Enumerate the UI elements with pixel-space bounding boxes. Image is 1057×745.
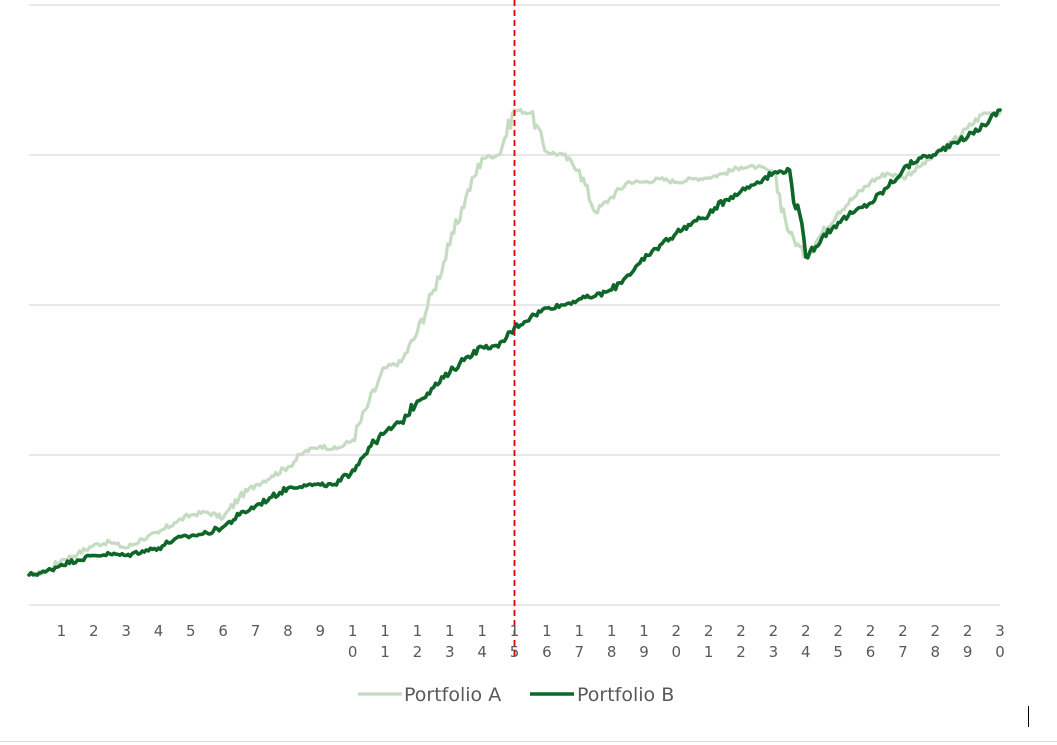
x-tick-label: 6 (218, 622, 228, 640)
x-tick-label: 9 (316, 622, 326, 640)
x-tick-label: 7 (251, 622, 261, 640)
series-line-portfolio-b (27, 108, 1002, 577)
x-tick-label: 5 (186, 622, 196, 640)
x-tick-label: 3 (121, 622, 131, 640)
x-axis-tick-labels: 1 2 3 4 5 6 7 8 9 1 01 11 21 31 41 51 61 71 81 92 02 12 22 32 42… (57, 622, 1005, 661)
x-tick-label: 1 (57, 622, 67, 640)
legend-label: Portfolio A (404, 684, 501, 706)
legend-item-portfolio-b: Portfolio B (530, 684, 674, 706)
x-tick-label: 4 (154, 622, 164, 640)
legend-item-portfolio-a: Portfolio A (358, 684, 501, 706)
legend: Portfolio A Portfolio B (358, 684, 674, 706)
x-tick-label: 8 (283, 622, 293, 640)
x-tick-label: 2 (89, 622, 99, 640)
legend-label: Portfolio B (577, 684, 674, 706)
bottom-divider (0, 741, 1057, 742)
text-cursor (1028, 706, 1029, 727)
